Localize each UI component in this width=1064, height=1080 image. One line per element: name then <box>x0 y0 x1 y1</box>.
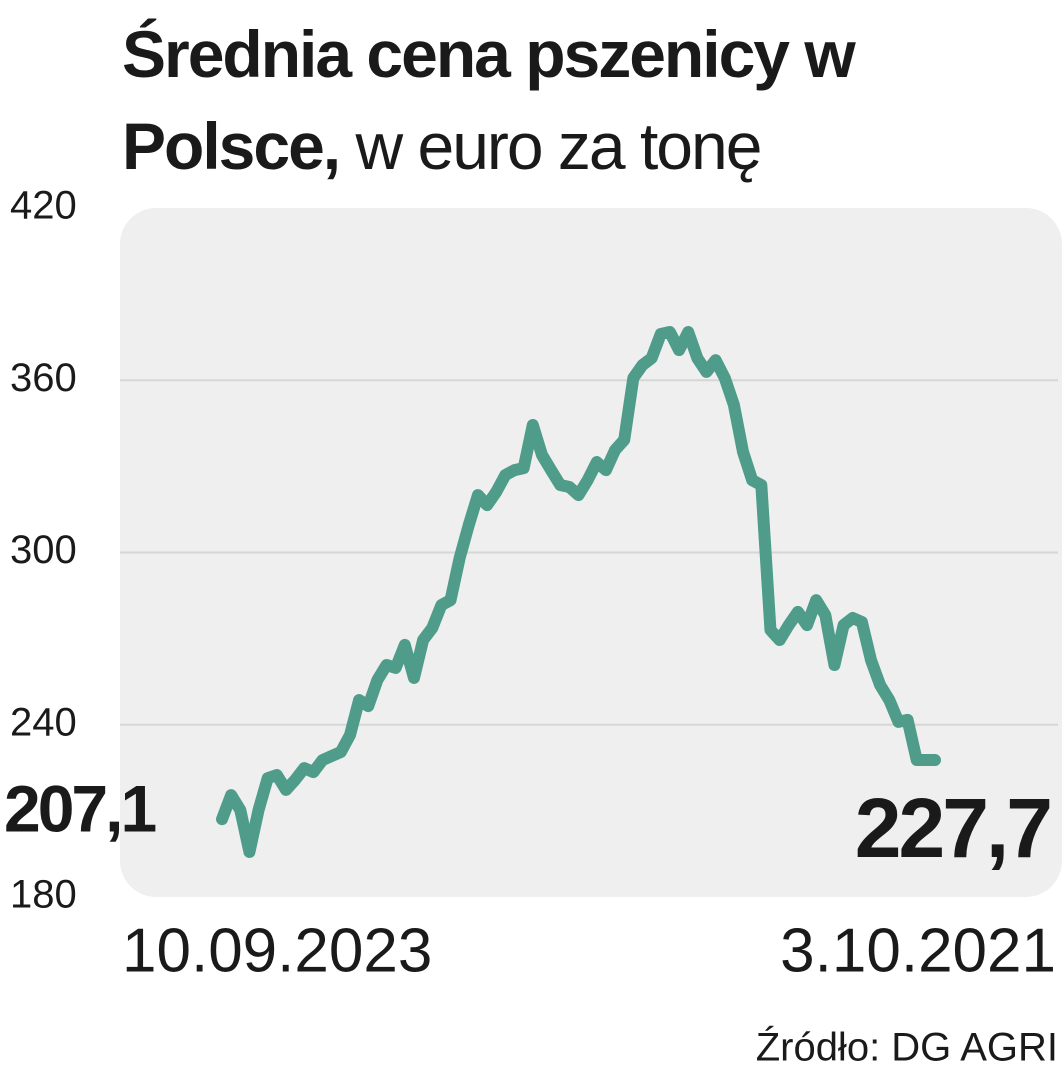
header: Średnia cena pszenicy w Polsce, w euro z… <box>122 8 982 192</box>
value-label: 227,7 <box>855 781 1050 875</box>
y-tick-label: 300 <box>10 528 77 572</box>
y-tick-label: 180 <box>10 873 77 917</box>
y-tick-label: 420 <box>10 184 77 228</box>
source: Źródło: DG AGRI <box>756 1025 1058 1070</box>
chart-title: Średnia cena pszenicy w Polsce, <box>122 17 856 183</box>
y-tick-label: 360 <box>10 356 77 400</box>
value-label: 207,1 <box>4 772 155 846</box>
y-tick-label: 240 <box>10 700 77 744</box>
line <box>216 326 941 858</box>
x-tick-label: 3.10.2021 <box>780 916 1056 985</box>
chart-subtitle: w euro za tonę <box>355 109 762 183</box>
x-tick-label: 10.09.2023 <box>122 916 432 985</box>
